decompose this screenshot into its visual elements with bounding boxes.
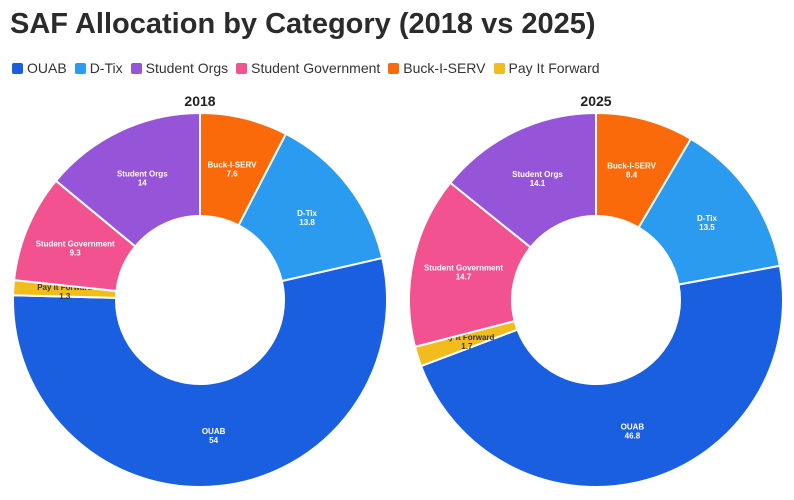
slice-label-buck-i-serv: Buck-I-SERV 8.4 xyxy=(607,161,656,179)
legend-item-student-government[interactable]: Student Government xyxy=(236,60,380,76)
slice-ouab[interactable] xyxy=(419,264,784,488)
slice-label-student-government: Student Government 14.7 xyxy=(424,263,503,281)
slice-label-pay-it-forward: Pay It Forward 1.7 xyxy=(439,333,494,351)
slice-label-student-government: Student Government 9.3 xyxy=(36,239,115,257)
legend-item-ouab[interactable]: OUAB xyxy=(12,60,67,76)
legend: OUAB D-Tix Student Orgs Student Governme… xyxy=(12,60,608,76)
legend-label: Buck-I-SERV xyxy=(403,60,486,76)
legend-item-dtix[interactable]: D-Tix xyxy=(74,60,123,76)
legend-swatch xyxy=(12,62,23,74)
slice-label-pay-it-forward: Pay It Forward 1.3 xyxy=(37,283,92,301)
panel-title: 2025 xyxy=(580,93,611,109)
legend-label: OUAB xyxy=(27,60,67,76)
legend-swatch xyxy=(130,62,142,74)
legend-item-student-orgs[interactable]: Student Orgs xyxy=(130,60,229,76)
slice-label-buck-i-serv: Buck-I-SERV 7.6 xyxy=(208,160,257,178)
slice-label-ouab: OUAB 46.8 xyxy=(621,423,645,441)
slice-student-orgs[interactable] xyxy=(448,111,597,249)
legend-swatch xyxy=(388,62,400,74)
legend-label: Student Government xyxy=(251,60,381,76)
legend-label: Student Orgs xyxy=(145,60,229,76)
slice-label-student-orgs: Student Orgs 14.1 xyxy=(512,170,563,188)
legend-label: D-Tix xyxy=(89,60,123,76)
panel-title: 2018 xyxy=(184,93,215,109)
slice-label-d-tix: D-Tix 13.8 xyxy=(297,209,317,227)
legend-item-buck-i-serv[interactable]: Buck-I-SERV xyxy=(388,60,486,76)
slice-label-student-orgs: Student Orgs 14 xyxy=(117,169,168,187)
slice-label-d-tix: D-Tix 13.5 xyxy=(697,214,717,232)
donut-2025: 2025 Buck-I-SERV 8.4 D-Tix 13.5 OUAB 46.8 Pay I… xyxy=(408,93,784,488)
slice-student-orgs[interactable] xyxy=(54,111,201,248)
chart-title: SAF Allocation by Category (2018 vs 2025… xyxy=(10,8,596,40)
legend-swatch xyxy=(493,62,505,74)
legend-swatch xyxy=(236,62,248,74)
legend-item-pay-it-forward[interactable]: Pay It Forward xyxy=(493,60,600,76)
legend-swatch xyxy=(74,62,86,74)
slice-d-tix[interactable] xyxy=(637,137,782,286)
slice-label-ouab: OUAB 54 xyxy=(202,427,226,445)
slice-ouab[interactable] xyxy=(12,256,388,488)
donut-2018: 2018 Buck-I-SERV 7.6 D-Tix 13.8 OUAB 54 Pay It … xyxy=(12,93,388,488)
slice-d-tix[interactable] xyxy=(237,132,384,283)
legend-label: Pay It Forward xyxy=(508,60,600,76)
